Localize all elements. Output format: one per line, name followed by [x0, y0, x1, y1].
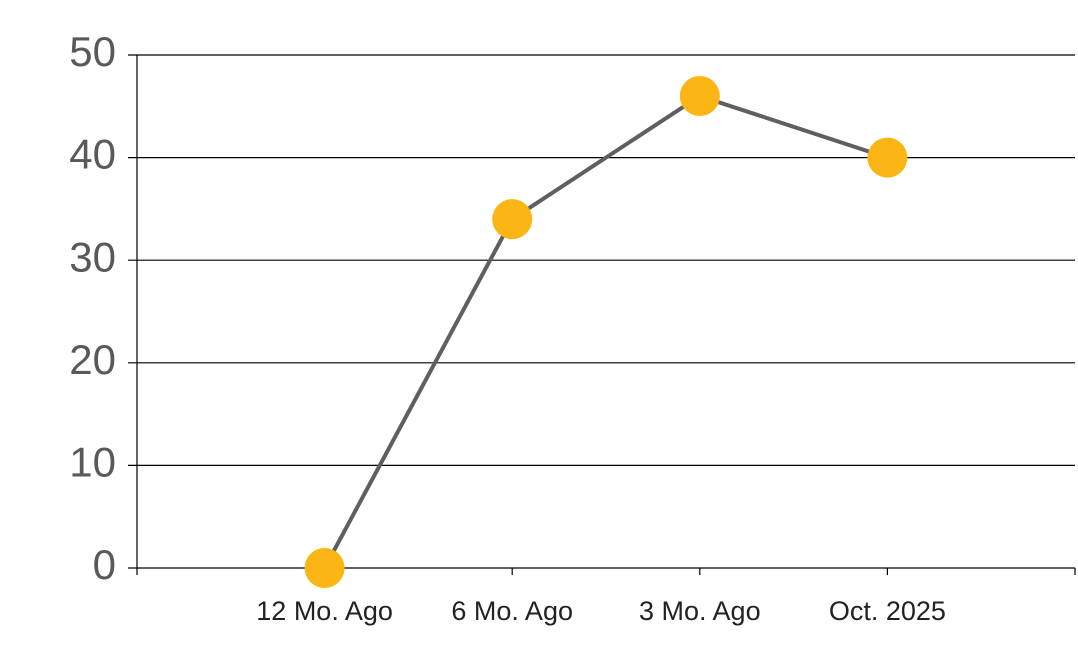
series-line — [322, 94, 889, 569]
y-tick-label: 20 — [69, 336, 116, 383]
y-tick-label: 40 — [69, 131, 116, 178]
y-tick-label: 10 — [69, 438, 116, 485]
x-tick-label: Oct. 2025 — [829, 596, 946, 626]
y-tick-label: 50 — [69, 28, 116, 75]
point — [867, 137, 908, 178]
point — [492, 199, 533, 240]
y-tick-label: 30 — [69, 233, 116, 280]
x-tick-label: 6 Mo. Ago — [451, 596, 573, 626]
point — [679, 76, 720, 117]
x-tick-label: 3 Mo. Ago — [639, 596, 761, 626]
point — [304, 548, 345, 588]
y-tick-label: 0 — [93, 541, 116, 588]
x-tick-label: 12 Mo. Ago — [256, 596, 393, 626]
